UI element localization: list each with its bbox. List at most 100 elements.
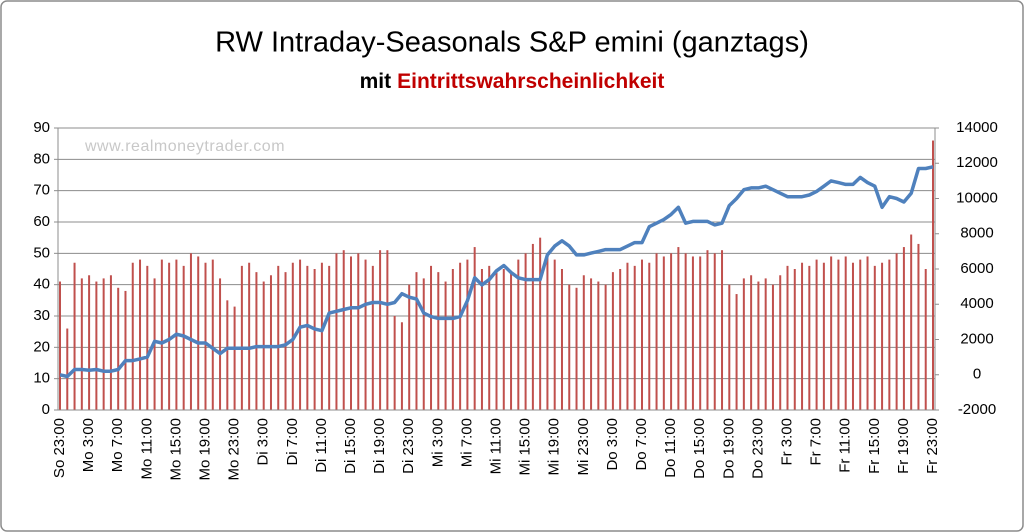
y2-tick-label: 12000 — [956, 154, 998, 171]
x-tick-label: Mi 7:00 — [458, 418, 475, 467]
y-tick-label: 0 — [42, 401, 50, 418]
bar — [553, 259, 556, 410]
bar — [320, 262, 323, 410]
bar — [437, 272, 440, 410]
x-tick-label: Mi 15:00 — [517, 418, 534, 476]
bar — [495, 272, 498, 410]
bar — [728, 284, 731, 410]
bar — [364, 259, 367, 410]
watermark: www.realmoneytrader.com — [84, 138, 285, 155]
line — [59, 165, 934, 379]
bar — [269, 275, 272, 410]
bar — [560, 269, 563, 410]
bar — [822, 262, 825, 410]
bar — [590, 278, 593, 410]
bar — [546, 253, 549, 410]
bar — [830, 256, 833, 410]
x-tick-label: Di 23:00 — [400, 418, 417, 474]
bar — [517, 259, 520, 410]
bar — [480, 269, 483, 410]
bar — [582, 275, 585, 410]
bar — [400, 322, 403, 410]
x-tick-label: Do 7:00 — [633, 418, 650, 471]
bar — [248, 262, 251, 410]
bar — [619, 269, 622, 410]
bar — [859, 259, 862, 410]
y-tick-label: 70 — [33, 182, 50, 199]
bar — [371, 265, 374, 410]
bar — [655, 253, 658, 410]
bar — [59, 281, 61, 410]
bar — [408, 284, 411, 410]
bar — [771, 284, 774, 410]
bar — [575, 287, 578, 410]
x-tick-label: Mi 3:00 — [429, 418, 446, 467]
y-tick-label: 50 — [33, 244, 50, 261]
bar — [721, 250, 724, 410]
x-tick-label: Mi 11:00 — [487, 418, 504, 474]
x-tick-label: Di 19:00 — [371, 418, 388, 474]
bar — [211, 259, 214, 410]
x-tick-label: Fr 23:00 — [924, 418, 941, 474]
bar — [415, 272, 418, 410]
bar — [662, 256, 665, 410]
bar — [793, 269, 796, 410]
x-tick-label: Di 15:00 — [342, 418, 359, 474]
bar — [328, 265, 331, 410]
bar — [502, 269, 505, 410]
bar — [393, 316, 396, 410]
bar — [350, 256, 352, 410]
bar — [888, 259, 891, 410]
x-tick-label: Mo 23:00 — [226, 418, 243, 481]
bar — [335, 253, 338, 410]
bar — [379, 250, 382, 410]
x-tick-label: Mo 19:00 — [196, 418, 213, 481]
bar — [146, 265, 149, 410]
x-tick-label: Mo 3:00 — [80, 418, 97, 472]
bar — [240, 265, 243, 410]
bar — [531, 243, 534, 410]
bar — [764, 278, 767, 410]
bar — [139, 259, 142, 410]
bar — [866, 256, 869, 410]
bar — [539, 237, 542, 410]
bar — [459, 262, 462, 410]
bar — [226, 300, 229, 410]
bar — [306, 265, 309, 410]
bar — [706, 250, 709, 410]
y2-tick-label: 6000 — [960, 260, 993, 277]
bar — [626, 262, 629, 410]
bar — [95, 281, 98, 410]
bar — [466, 259, 469, 410]
bar — [917, 243, 920, 410]
bar — [189, 253, 192, 410]
bar — [524, 253, 527, 410]
bar — [131, 262, 134, 410]
bar — [597, 281, 600, 410]
x-tick-label: Fr 15:00 — [866, 418, 883, 474]
bar — [910, 234, 913, 410]
y2-tick-label: 10000 — [956, 189, 998, 206]
bar — [786, 265, 789, 410]
chart-title: RW Intraday-Seasonals S&P emini (ganztag… — [215, 27, 809, 59]
bar — [233, 306, 236, 410]
bar — [611, 272, 614, 410]
bar — [851, 262, 854, 410]
bar — [691, 256, 694, 410]
y-tick-label: 80 — [33, 150, 50, 167]
y-tick-label: 30 — [33, 307, 50, 324]
bar — [873, 265, 876, 410]
x-tick-label: Mo 15:00 — [167, 418, 184, 481]
x-tick-label: Di 7:00 — [284, 418, 301, 466]
subtitle-part: Eintrittswahrscheinlichkeit — [397, 70, 664, 93]
x-tick-label: Mi 19:00 — [546, 418, 563, 476]
bar — [277, 265, 280, 410]
bar — [510, 272, 513, 410]
bar — [808, 265, 811, 410]
subtitle-part: mit — [360, 70, 392, 93]
bar — [735, 294, 738, 410]
y-tick-label: 90 — [33, 119, 50, 136]
bar — [160, 259, 163, 410]
bar — [633, 265, 636, 410]
